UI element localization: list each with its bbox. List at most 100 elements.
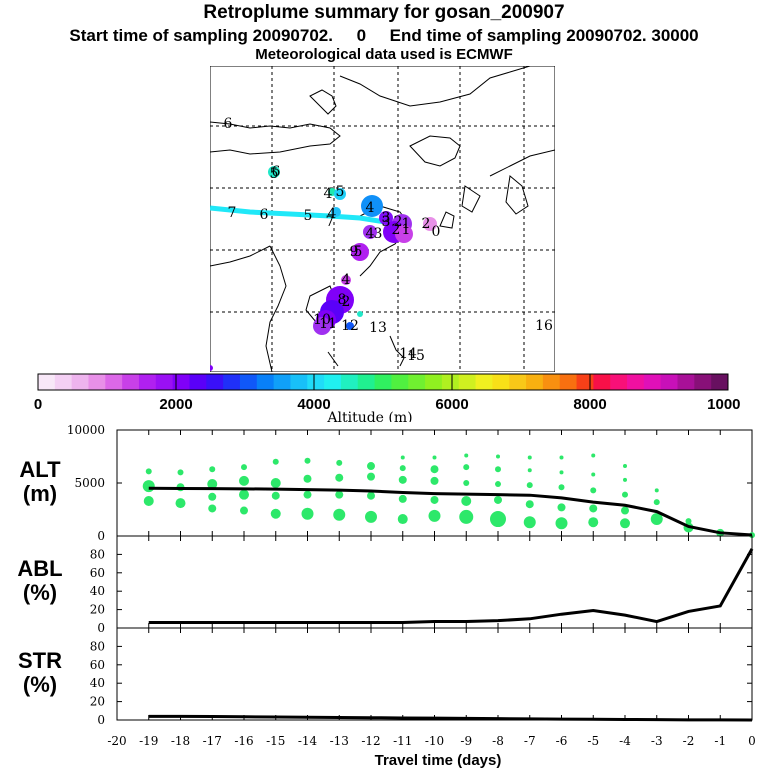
y-tick-label: 0 bbox=[97, 621, 105, 635]
cluster-point bbox=[142, 480, 155, 493]
map-cluster-marker bbox=[357, 311, 363, 317]
trajectory-day-label: 3 bbox=[382, 214, 391, 230]
cluster-point bbox=[333, 508, 346, 521]
map-cluster-marker bbox=[423, 217, 437, 231]
map-cluster-marker bbox=[346, 322, 354, 330]
panel-frame bbox=[116, 535, 753, 629]
cluster-point bbox=[241, 464, 247, 471]
cluster-point bbox=[494, 495, 502, 504]
cluster-point bbox=[398, 494, 407, 503]
colorbar-cell bbox=[643, 374, 662, 390]
map-cluster-markers bbox=[210, 166, 437, 371]
trajectory-day-label: 0 bbox=[432, 224, 441, 240]
colorbar-cell bbox=[239, 374, 258, 390]
panel-frame bbox=[116, 627, 753, 721]
panel-unit: (m) bbox=[23, 481, 57, 506]
x-tick-label: -4 bbox=[619, 734, 631, 748]
figure-title: Retroplume summary for gosan_200907 bbox=[203, 2, 565, 23]
cluster-label: 5 bbox=[354, 244, 363, 260]
cluster-label: 11 bbox=[319, 316, 337, 332]
cluster-label: 2 bbox=[422, 216, 431, 232]
x-tick-label: -20 bbox=[107, 734, 126, 748]
colorbar-cell bbox=[694, 374, 712, 390]
colorbar-cell bbox=[105, 374, 123, 390]
cluster-point bbox=[240, 506, 248, 515]
colorbar-tick-label: 2000 bbox=[159, 396, 192, 413]
colorbar-cell bbox=[223, 374, 241, 390]
cluster-point bbox=[303, 490, 312, 499]
cluster-point bbox=[621, 506, 629, 515]
cluster-point bbox=[527, 455, 532, 460]
panel-label: ABL bbox=[17, 556, 62, 581]
cluster-point bbox=[591, 472, 596, 477]
y-tick-label: 80 bbox=[90, 639, 105, 653]
colorbar-cell bbox=[509, 374, 527, 390]
cluster-label: 14 bbox=[399, 346, 417, 362]
coastlines bbox=[210, 66, 555, 372]
time-series-panels: 1000050000ALT(m)806040200ABL(%)806040200… bbox=[17, 423, 755, 768]
colorbar-cell bbox=[475, 374, 493, 390]
y-tick-label: 40 bbox=[90, 676, 105, 690]
cluster-point bbox=[589, 504, 598, 513]
cluster-label: 4 bbox=[324, 186, 333, 202]
cluster-point bbox=[559, 455, 564, 460]
y-tick-label: 20 bbox=[90, 603, 105, 617]
cluster-point bbox=[301, 507, 314, 520]
map-cluster-marker bbox=[313, 317, 331, 335]
colorbar-cell bbox=[542, 374, 561, 390]
colorbar-cell bbox=[610, 374, 628, 390]
cluster-point bbox=[270, 478, 281, 488]
colorbar-cell bbox=[492, 374, 510, 390]
cluster-point bbox=[336, 459, 343, 466]
cluster-point bbox=[525, 500, 534, 509]
colorbar-cell bbox=[138, 374, 157, 390]
map-cluster-marker bbox=[334, 188, 346, 200]
colorbar-cell bbox=[155, 374, 174, 390]
colorbar-cell bbox=[627, 374, 645, 390]
colorbar-tick-label: 8000 bbox=[573, 396, 606, 413]
abl-series-line bbox=[148, 548, 754, 624]
cluster-label: 6 bbox=[272, 164, 281, 180]
colorbar-cell bbox=[71, 374, 89, 390]
colorbar-cell bbox=[38, 374, 56, 390]
cluster-label: 3 bbox=[374, 226, 383, 242]
cluster-point bbox=[270, 508, 281, 519]
cluster-point bbox=[271, 491, 280, 500]
cluster-point bbox=[622, 491, 628, 498]
cluster-point bbox=[430, 465, 439, 474]
met-data-source: Meteorological data used is ECMWF bbox=[255, 46, 513, 63]
cluster-point bbox=[239, 489, 249, 500]
cluster-label: 2 bbox=[394, 214, 403, 230]
cluster-point bbox=[335, 473, 344, 482]
colorbar-cell bbox=[677, 374, 695, 390]
colorbar-cell bbox=[189, 374, 207, 390]
map-cluster-marker bbox=[210, 365, 213, 371]
cluster-point bbox=[175, 498, 186, 509]
cluster-point bbox=[239, 475, 249, 486]
cluster-point bbox=[523, 516, 536, 529]
cluster-point bbox=[399, 465, 406, 472]
cluster-point bbox=[495, 466, 501, 473]
cluster-point bbox=[208, 492, 217, 501]
cluster-point bbox=[555, 517, 568, 530]
map-cluster-marker bbox=[268, 166, 280, 178]
cluster-point bbox=[208, 504, 217, 513]
x-tick-label: -14 bbox=[298, 734, 318, 748]
cluster-point bbox=[430, 495, 439, 504]
cluster-point bbox=[145, 468, 152, 475]
cluster-point bbox=[623, 477, 627, 482]
cluster-point bbox=[367, 491, 375, 500]
map-cluster-marker bbox=[351, 243, 369, 261]
colorbar-tick-labels: 0 2000 4000 6000 8000 10000 bbox=[34, 374, 740, 413]
colorbar-cell bbox=[256, 374, 275, 390]
x-tick-label: -2 bbox=[683, 734, 695, 748]
cluster-point bbox=[432, 455, 437, 460]
cluster-point bbox=[653, 499, 660, 506]
cluster-label: 15 bbox=[407, 348, 425, 364]
y-tick-label: 5000 bbox=[74, 476, 105, 490]
x-axis-label: Travel time (days) bbox=[375, 752, 502, 768]
trajectory-day-label: 5 bbox=[304, 208, 313, 224]
colorbar-cell bbox=[559, 374, 578, 390]
